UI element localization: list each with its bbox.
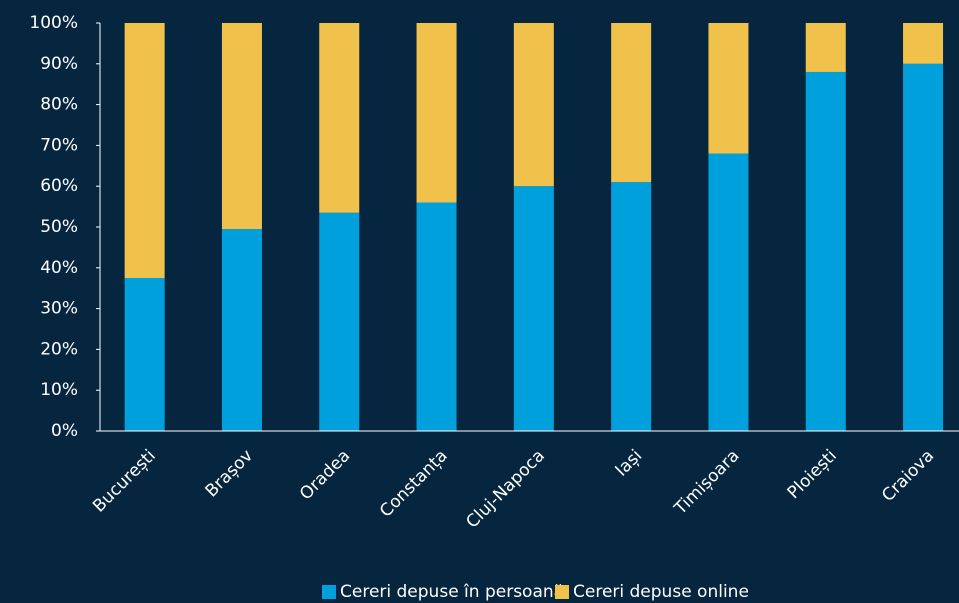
y-tick-label: 90%	[40, 54, 78, 74]
y-tick-label: 20%	[40, 339, 78, 359]
bar-segment	[611, 182, 652, 431]
bar-segment	[903, 23, 944, 64]
y-tick-label: 30%	[40, 299, 78, 319]
y-tick-label: 0%	[51, 421, 78, 441]
bar-segment	[416, 23, 457, 203]
bar-segment	[513, 186, 554, 431]
y-tick-label: 80%	[40, 95, 78, 115]
legend-label: Cereri depuse în persoană	[340, 582, 564, 602]
bar-segment	[708, 23, 749, 154]
bar-segment	[319, 23, 360, 213]
bar-segment	[319, 212, 360, 431]
legend-label: Cereri depuse online	[573, 582, 749, 602]
bar-segment	[513, 23, 554, 187]
y-tick-label: 50%	[40, 217, 78, 237]
y-tick-label: 60%	[40, 176, 78, 196]
bar-segment	[903, 63, 944, 432]
bar-segment	[124, 23, 165, 278]
bar-segment	[805, 71, 846, 432]
bar-segment	[416, 202, 457, 431]
legend-swatch	[555, 585, 569, 599]
bar-segment	[221, 23, 262, 230]
y-tick-label: 10%	[40, 380, 78, 400]
y-tick-label: 70%	[40, 135, 78, 155]
bar-segment	[221, 229, 262, 431]
bar-segment	[611, 23, 652, 183]
bar-segment	[124, 278, 165, 431]
bar-segment	[708, 153, 749, 431]
bar-segment	[805, 23, 846, 72]
y-tick-label: 40%	[40, 258, 78, 278]
y-tick-label: 100%	[29, 13, 78, 33]
legend-swatch	[322, 585, 336, 599]
